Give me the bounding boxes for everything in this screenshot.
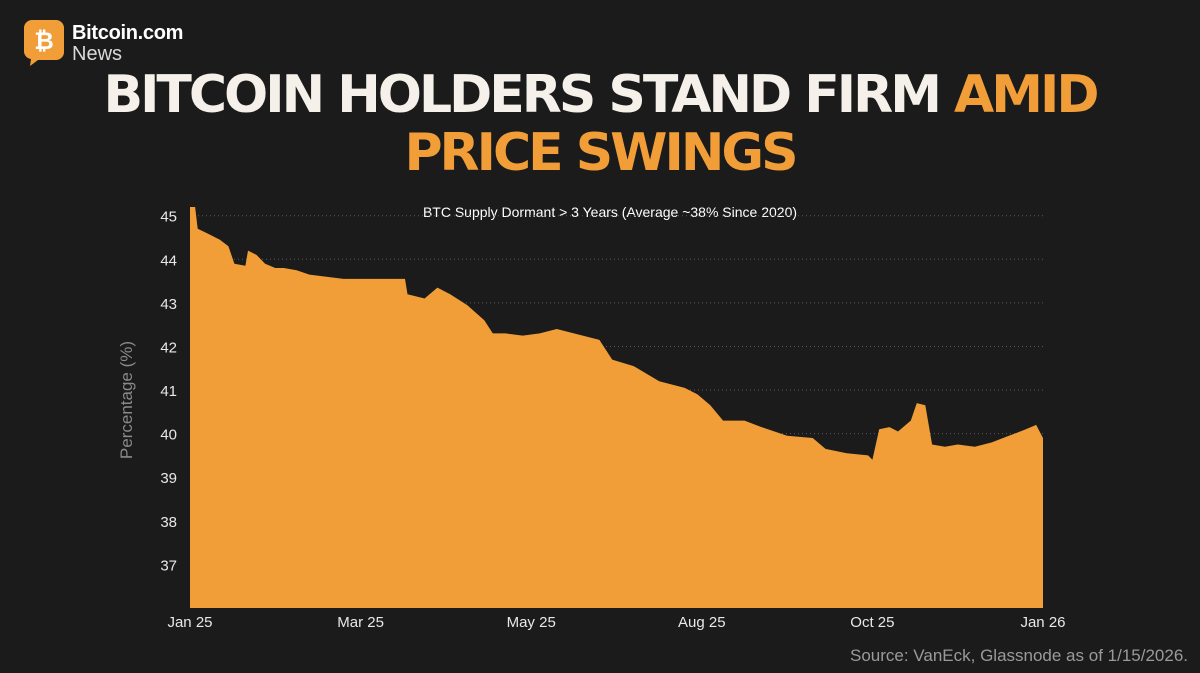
x-tick-label: Jan 25 bbox=[167, 614, 212, 631]
brand-name: Bitcoin.com bbox=[72, 21, 184, 44]
headline: BITCOIN HOLDERS STAND FIRM AMID PRICE SW… bbox=[0, 66, 1200, 182]
brand-sub: News bbox=[72, 42, 123, 65]
headline-part3: PRICE SWINGS bbox=[404, 123, 798, 183]
logo-glyph: ₿ bbox=[34, 27, 54, 55]
headline-part2: AMID bbox=[954, 65, 1100, 125]
brand-logo: ₿ Bitcoin.com News bbox=[24, 20, 183, 66]
x-tick-label: Oct 25 bbox=[850, 614, 894, 631]
y-tick-label: 38 bbox=[160, 514, 177, 531]
headline-part1: BITCOIN HOLDERS STAND FIRM bbox=[103, 65, 955, 125]
y-tick-label: 43 bbox=[160, 296, 177, 313]
y-tick-label: 39 bbox=[160, 470, 177, 487]
y-tick-label: 42 bbox=[160, 339, 177, 356]
bitcoin-logo-icon: ₿ bbox=[24, 20, 64, 66]
y-tick-label: 44 bbox=[160, 252, 177, 269]
x-tick-label: Mar 25 bbox=[337, 614, 384, 631]
x-ticks: Jan 25 Mar 25 May 25 Aug 25 Oct 25 Jan 26 bbox=[167, 614, 1065, 631]
y-ticks: 37 38 39 40 41 42 43 44 45 bbox=[160, 209, 177, 575]
x-tick-label: Aug 25 bbox=[678, 614, 726, 631]
chart-title: BTC Supply Dormant > 3 Years (Average ~3… bbox=[422, 204, 798, 220]
y-tick-label: 37 bbox=[160, 557, 177, 574]
y-tick-label: 45 bbox=[160, 209, 177, 226]
logo-bubble bbox=[24, 20, 64, 66]
source-note: Source: VanEck, Glassnode as of 1/15/202… bbox=[849, 646, 1188, 665]
y-tick-label: 41 bbox=[160, 383, 177, 400]
x-tick-label: Jan 26 bbox=[1020, 614, 1065, 631]
x-tick-label: May 25 bbox=[507, 614, 556, 631]
y-axis-label: Percentage (%) bbox=[117, 341, 136, 459]
series-area bbox=[190, 207, 1043, 608]
y-tick-label: 40 bbox=[160, 427, 177, 444]
